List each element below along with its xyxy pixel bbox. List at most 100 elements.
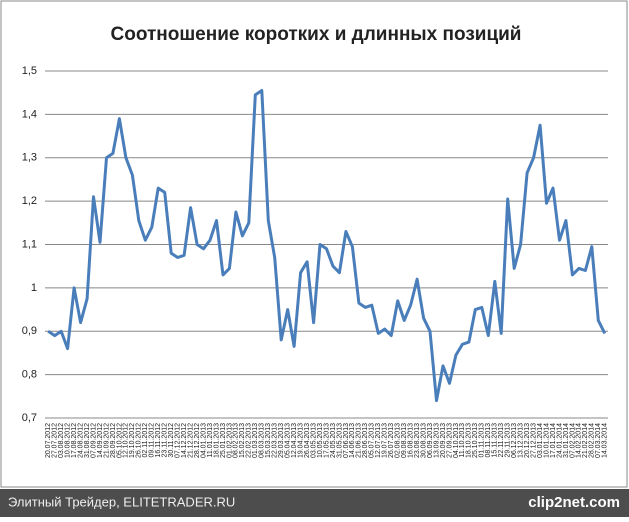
x-tick-label: 21.06.2013 — [356, 423, 363, 458]
x-tick-label: 14.03.2014 — [602, 423, 609, 458]
x-tick-label: 04.10.2013 — [453, 423, 460, 458]
x-tick-label: 03.08.2012 — [58, 423, 65, 458]
x-tick-label: 31.05.2013 — [336, 423, 343, 458]
x-tick-label: 01.02.2013 — [226, 423, 233, 458]
x-tick-label: 12.04.2013 — [291, 423, 298, 458]
x-tick-label: 13.12.2013 — [517, 423, 524, 458]
footer-bar — [0, 489, 629, 517]
x-tick-label: 15.03.2013 — [265, 423, 272, 458]
x-tick-label: 02.11.2012 — [142, 423, 149, 458]
x-tick-label: 05.10.2012 — [116, 423, 123, 458]
x-tick-label: 31.01.2014 — [563, 423, 570, 458]
x-tick-label: 14.06.2013 — [349, 423, 356, 458]
x-tick-label: 01.11.2013 — [479, 423, 486, 458]
x-tick-label: 28.12.2012 — [194, 423, 201, 458]
x-tick-label: 08.02.2013 — [233, 423, 240, 458]
x-tick-label: 01.03.2013 — [252, 423, 259, 458]
x-tick-label: 17.01.2014 — [550, 423, 557, 458]
x-tick-label: 28.09.2012 — [110, 423, 117, 458]
x-tick-label: 07.03.2014 — [595, 423, 602, 458]
x-tick-label: 20.07.2012 — [45, 423, 52, 458]
x-tick-label: 26.10.2012 — [136, 423, 143, 458]
x-tick-label: 03.05.2013 — [310, 423, 317, 458]
x-tick-label: 17.08.2012 — [71, 423, 78, 458]
x-tick-label: 07.09.2012 — [90, 423, 97, 458]
x-tick-label: 10.08.2012 — [64, 423, 71, 458]
footer-logo: clip2net.com — [528, 494, 620, 511]
x-tick-label: 30.11.2012 — [168, 423, 175, 458]
x-tick-label: 03.01.2014 — [537, 423, 544, 458]
footer-text: Элитный Трейдер, ELITETRADER.RU — [8, 494, 235, 509]
x-tick-label: 23.08.2013 — [414, 423, 421, 458]
x-tick-label: 05.07.2013 — [369, 423, 376, 458]
y-tick-label: 1,5 — [22, 65, 37, 77]
x-tick-label: 07.12.2012 — [175, 423, 182, 458]
x-tick-label: 11.01.2013 — [207, 423, 214, 458]
x-tick-label: 18.10.2013 — [466, 423, 473, 458]
x-tick-label: 31.08.2012 — [84, 423, 91, 458]
x-tick-label: 28.06.2013 — [362, 423, 369, 458]
x-tick-label: 14.09.2012 — [97, 423, 104, 458]
x-tick-label: 19.07.2013 — [382, 423, 389, 458]
x-tick-label: 23.11.2012 — [162, 423, 169, 458]
x-tick-label: 22.11.2013 — [498, 423, 505, 458]
x-tick-label: 14.02.2014 — [576, 423, 583, 458]
x-tick-label: 30.08.2013 — [420, 423, 427, 458]
y-tick-label: 1,3 — [22, 152, 37, 164]
x-tick-label: 05.04.2013 — [285, 423, 292, 458]
x-tick-label: 14.12.2012 — [181, 423, 188, 458]
x-tick-label: 06.12.2013 — [511, 423, 518, 458]
x-tick-label: 25.10.2013 — [472, 423, 479, 458]
chart-title: Соотношение коротких и длинных позиций — [111, 24, 522, 45]
x-tick-label: 29.11.2013 — [505, 423, 512, 458]
x-tick-label: 16.11.2012 — [155, 423, 162, 458]
x-tick-label: 09.11.2012 — [149, 423, 156, 458]
x-tick-label: 06.09.2013 — [427, 423, 434, 458]
x-tick-label: 22.03.2013 — [272, 423, 279, 458]
x-tick-label: 09.08.2013 — [401, 423, 408, 458]
x-tick-label: 27.09.2013 — [446, 423, 453, 458]
x-tick-label: 12.07.2013 — [375, 423, 382, 458]
x-tick-label: 15.02.2013 — [239, 423, 246, 458]
x-tick-label: 21.09.2012 — [103, 423, 110, 458]
x-tick-label: 24.08.2012 — [77, 423, 84, 458]
x-tick-label: 27.07.2012 — [52, 423, 59, 458]
x-tick-label: 12.10.2012 — [123, 423, 130, 458]
x-tick-label: 02.08.2013 — [395, 423, 402, 458]
x-tick-label: 08.03.2013 — [259, 423, 266, 458]
x-tick-label: 04.01.2013 — [200, 423, 207, 458]
x-tick-label: 18.01.2013 — [213, 423, 220, 458]
y-tick-label: 1,4 — [22, 108, 37, 120]
x-tick-label: 22.02.2013 — [246, 423, 253, 458]
y-tick-label: 1 — [31, 282, 37, 294]
x-tick-label: 13.09.2013 — [433, 423, 440, 458]
y-tick-label: 0,7 — [22, 412, 37, 424]
series-line — [47, 89, 607, 403]
y-tick-label: 1,1 — [22, 238, 37, 250]
x-tick-label: 24.05.2013 — [330, 423, 337, 458]
x-tick-label: 21.12.2012 — [187, 423, 194, 458]
x-tick-label: 25.01.2013 — [220, 423, 227, 458]
x-tick-label: 07.02.2014 — [569, 423, 576, 458]
x-tick-label: 26.07.2013 — [388, 423, 395, 458]
x-tick-label: 26.04.2013 — [304, 423, 311, 458]
x-tick-label: 21.02.2014 — [582, 423, 589, 458]
x-tick-label: 19.10.2012 — [129, 423, 136, 458]
y-tick-label: 0,9 — [22, 325, 37, 337]
x-tick-label: 10.01.2014 — [543, 423, 550, 458]
x-tick-label: 07.06.2013 — [343, 423, 350, 458]
x-tick-label: 20.12.2013 — [524, 423, 531, 458]
x-tick-label: 24.01.2014 — [556, 423, 563, 458]
x-tick-label: 19.04.2013 — [297, 423, 304, 458]
y-tick-label: 1,2 — [22, 195, 37, 207]
x-tick-label: 11.10.2013 — [459, 423, 466, 458]
x-tick-label: 28.02.2014 — [589, 423, 596, 458]
x-tick-label: 16.08.2013 — [407, 423, 414, 458]
x-tick-label: 10.05.2013 — [317, 423, 324, 458]
x-tick-label: 29.03.2013 — [278, 423, 285, 458]
x-tick-label: 15.11.2013 — [492, 423, 499, 458]
x-tick-label: 27.12.2013 — [530, 423, 537, 458]
y-tick-label: 0,8 — [22, 369, 37, 381]
